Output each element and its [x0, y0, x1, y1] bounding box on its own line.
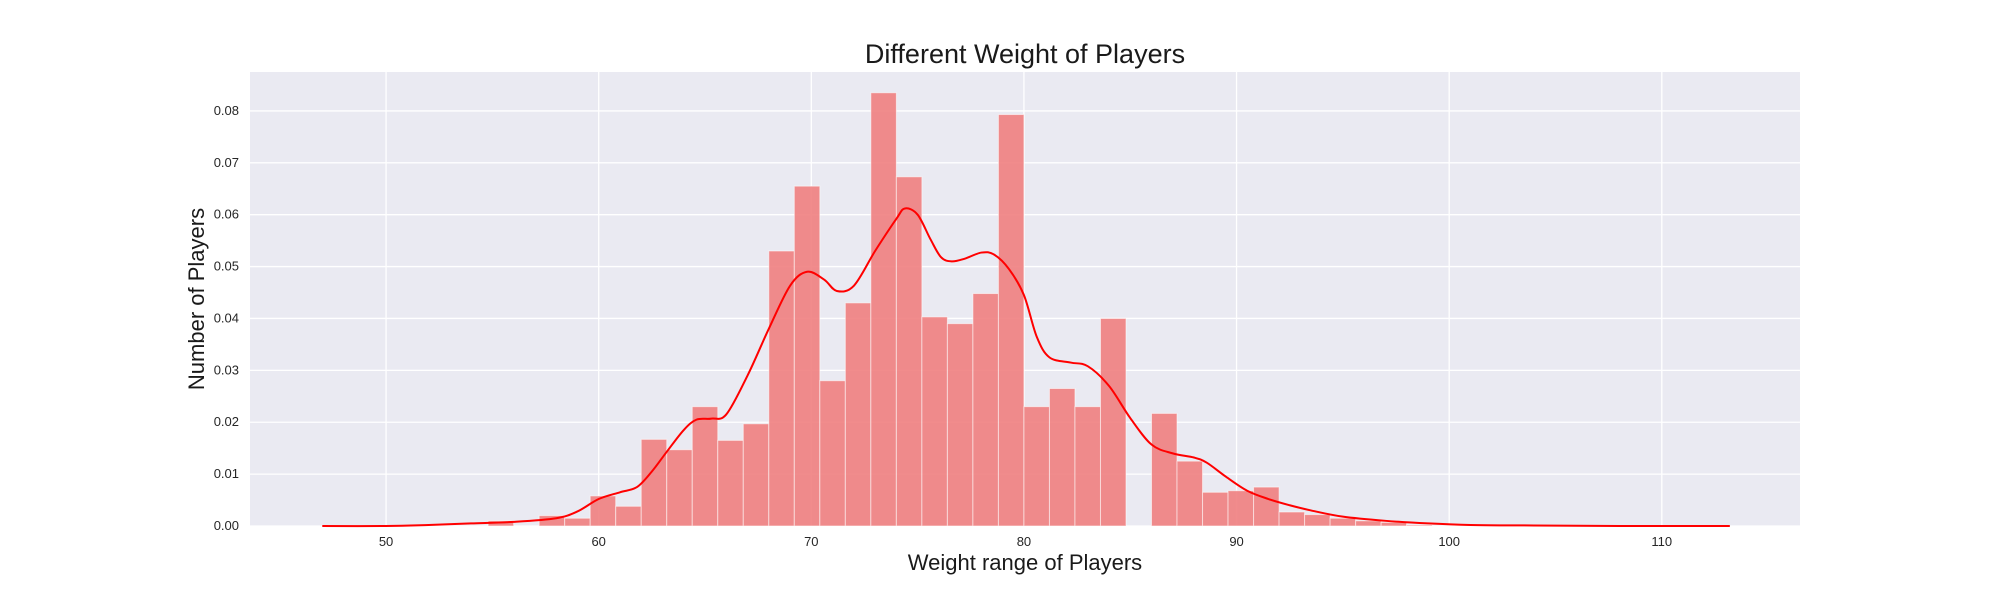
- y-tick-label: 0.04: [214, 310, 239, 325]
- x-tick-label: 70: [804, 534, 818, 549]
- histogram-bar: [768, 250, 795, 527]
- histogram-bar: [1023, 406, 1050, 527]
- histogram-bar: [895, 176, 923, 527]
- y-tick-label: 0.03: [214, 362, 239, 377]
- y-axis-ticks: 0.00 0.01 0.02 0.03 0.04 0.05 0.06 0.07 0.08: [214, 103, 239, 533]
- y-tick-label: 0.06: [214, 207, 239, 222]
- histogram-bar: [666, 449, 693, 527]
- x-tick-label: 90: [1229, 534, 1243, 549]
- histogram-bar: [1151, 412, 1178, 527]
- kde-curve: [322, 207, 1730, 528]
- y-tick-label: 0.05: [214, 259, 239, 274]
- histogram-bar: [844, 302, 872, 527]
- histogram-bar: [1074, 406, 1101, 527]
- y-tick-label: 0.07: [214, 155, 239, 170]
- histogram-bar: [1099, 317, 1127, 527]
- histogram-bar: [997, 114, 1025, 527]
- x-tick-label: 50: [379, 534, 393, 549]
- x-tick-label: 100: [1438, 534, 1460, 549]
- histogram-bar: [1253, 486, 1280, 527]
- histogram-bar: [1304, 514, 1331, 527]
- y-tick-label: 0.02: [214, 414, 239, 429]
- histogram-bar: [564, 517, 591, 527]
- y-tick-label: 0.01: [214, 466, 239, 481]
- histogram-bar: [1202, 491, 1229, 527]
- histogram-bar: [819, 380, 846, 527]
- histogram-bar: [1227, 490, 1255, 527]
- histogram-bar: [691, 406, 719, 527]
- histogram-bar: [972, 293, 999, 527]
- histogram-bar: [615, 505, 642, 527]
- y-axis-label: Number of Players: [184, 208, 209, 390]
- x-axis-label: Weight range of Players: [908, 550, 1142, 575]
- chart-title: Different Weight of Players: [865, 39, 1185, 69]
- histogram-bars: [487, 92, 1433, 527]
- histogram-bar: [946, 323, 974, 527]
- histogram-bar: [1355, 520, 1382, 527]
- histogram-bar: [1406, 524, 1433, 527]
- histogram-bar: [640, 438, 668, 527]
- x-tick-label: 60: [591, 534, 605, 549]
- x-axis-ticks: 50 60 70 80 90 100 110: [379, 534, 1672, 549]
- histogram-bar: [742, 423, 770, 527]
- histogram-bar: [717, 439, 744, 527]
- histogram-bar: [1048, 388, 1076, 527]
- histogram-bar: [921, 316, 948, 527]
- histogram-bar: [1176, 460, 1204, 527]
- histogram-bar: [793, 185, 821, 527]
- x-tick-label: 80: [1017, 534, 1031, 549]
- histogram-bar: [1329, 517, 1357, 527]
- x-tick-label: 110: [1651, 534, 1672, 549]
- histogram-bar: [1278, 511, 1306, 527]
- y-tick-label: 0.00: [214, 518, 239, 533]
- y-tick-label: 0.08: [214, 103, 239, 118]
- histogram-bar: [870, 92, 897, 527]
